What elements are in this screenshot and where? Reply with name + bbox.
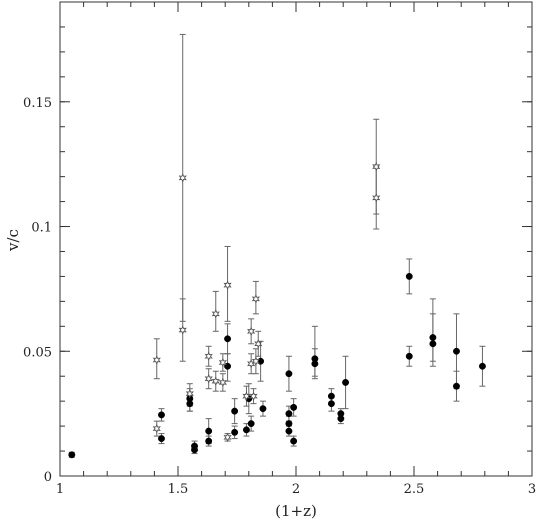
data-point (478, 362, 486, 370)
x-tick-label: 1.5 (168, 482, 189, 497)
data-point-star (218, 377, 227, 388)
data-point (290, 403, 298, 411)
data-point-star (223, 280, 232, 290)
data-point (247, 420, 255, 428)
data-point (327, 400, 335, 408)
x-tick-label: 2 (292, 482, 300, 497)
data-point (290, 437, 298, 445)
data-point-star (242, 391, 251, 401)
axis-ticks (59, 1, 533, 477)
data-point (429, 334, 437, 341)
data-point (285, 370, 293, 378)
x-axis-label: (1+z) (275, 502, 317, 520)
data-point-star (178, 173, 187, 183)
y-tick-label: 0.05 (23, 345, 52, 360)
data-point (285, 427, 293, 435)
x-tick-label: 3 (528, 482, 536, 497)
data-point-star (218, 357, 227, 368)
data-point-star (251, 294, 260, 304)
data-point (285, 410, 293, 418)
data-point (191, 446, 198, 454)
data-point (453, 382, 460, 390)
data-point-star (372, 161, 381, 172)
data-point (231, 428, 239, 436)
y-tick-label: 0.15 (23, 96, 52, 111)
data-point (231, 407, 239, 415)
tick-labels: 1 1.5 2 2.5 3 0 0.05 0.1 0.15 (23, 96, 536, 497)
data-point-star (211, 309, 220, 319)
data-point (429, 340, 437, 348)
x-tick-label: 1 (56, 482, 64, 497)
data-point (205, 427, 213, 435)
data-point-star (251, 356, 260, 366)
data-point-star (185, 388, 194, 399)
data-point (405, 272, 413, 280)
data-point (285, 420, 293, 428)
data-point (405, 352, 413, 360)
data-point-star (249, 391, 258, 401)
data-point-star (223, 432, 232, 443)
data-point (337, 415, 345, 423)
data-point (158, 435, 165, 443)
data-point (68, 451, 76, 459)
data-point-star (254, 339, 263, 349)
y-tick-label: 0 (44, 470, 52, 485)
data-point (342, 378, 350, 386)
data-point-star (204, 373, 213, 384)
data-point (311, 360, 319, 368)
data-point (257, 357, 265, 365)
data-point (242, 426, 250, 434)
data-point-star (178, 325, 187, 335)
data-points (68, 161, 486, 459)
x-tick-label: 2.5 (404, 482, 425, 497)
data-point (327, 392, 335, 400)
data-point (453, 347, 460, 355)
data-point-star (152, 355, 161, 365)
y-tick-label: 0.1 (31, 221, 52, 236)
data-point-star (247, 359, 256, 369)
data-point (158, 411, 165, 419)
error-bars (68, 33, 486, 458)
data-point (205, 437, 213, 445)
data-point-star (204, 351, 213, 361)
y-axis-label: v/c (4, 229, 22, 252)
data-point (186, 400, 194, 408)
data-point-star (211, 376, 220, 386)
data-point (224, 335, 232, 343)
data-point-star (247, 326, 256, 337)
data-point-star (372, 193, 381, 203)
data-point (259, 405, 267, 413)
data-point-star (152, 423, 161, 434)
